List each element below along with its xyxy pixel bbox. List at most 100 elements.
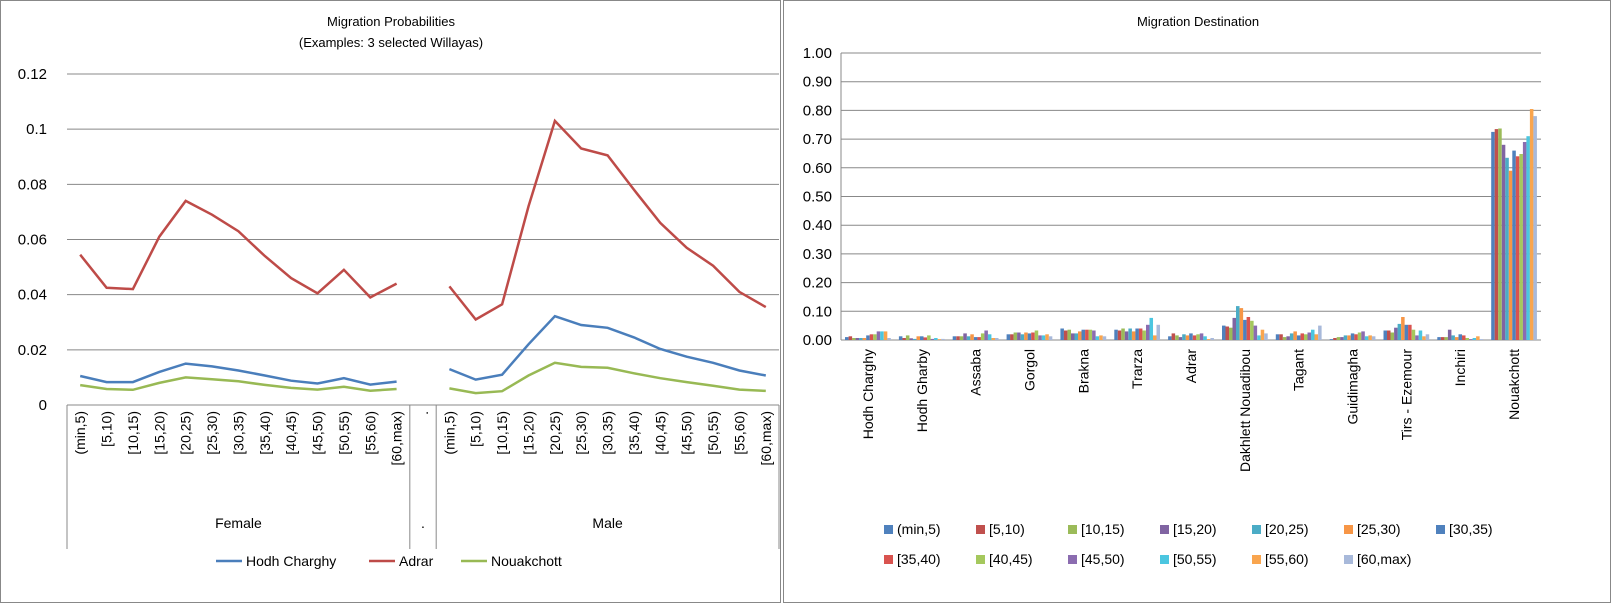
legend-label: [50,55): [1173, 551, 1217, 567]
bar: [1124, 331, 1129, 340]
bar: [852, 338, 856, 340]
bar: [887, 338, 891, 340]
series-line-adrar-male: [448, 118, 767, 322]
bar: [1102, 336, 1107, 340]
bar: [1390, 332, 1395, 340]
y-tick-label: 0.30: [803, 246, 832, 263]
x-tick-label: Dakhlett Nouadibou: [1237, 349, 1253, 472]
bar: [898, 336, 903, 340]
bar: [1296, 335, 1301, 340]
bar: [1239, 308, 1244, 340]
y-tick-label: 0.60: [803, 160, 832, 177]
bar: [1361, 331, 1365, 340]
y-tick-label: 0.10: [803, 303, 832, 320]
legend-label: [10,15): [1081, 521, 1125, 537]
x-tick-label: [35,40): [626, 411, 642, 455]
bar: [1041, 335, 1046, 340]
bar: [1246, 317, 1251, 340]
bar: [848, 336, 853, 340]
x-tick-label: [45,50): [310, 411, 326, 455]
legend-swatch: [1068, 525, 1077, 534]
bar: [1085, 329, 1089, 340]
bar: [1522, 142, 1527, 340]
bar: [1142, 330, 1146, 340]
bar: [1203, 336, 1207, 340]
bar: [1501, 144, 1506, 340]
x-tick-label: Inchiri: [1452, 349, 1468, 386]
x-tick-label: [40,45): [283, 411, 299, 455]
group-label: Female: [215, 515, 262, 531]
y-tick-label: 0.70: [803, 131, 832, 148]
bar: [1282, 337, 1287, 340]
series-line-hodh-charghy-female: [79, 362, 397, 386]
x-tick-label: [10,15): [494, 411, 510, 455]
bar: [1117, 330, 1122, 340]
line-chart-svg: Migration Probabilities (Examples: 3 sele…: [18, 14, 780, 569]
x-tick-label: [50,55): [705, 411, 721, 455]
bar: [1189, 333, 1193, 340]
legend-label: [30,35): [1449, 521, 1493, 537]
legend-label: [20,25): [1265, 521, 1309, 537]
bar: [1275, 334, 1280, 340]
bar: [984, 330, 988, 340]
legend-swatch: [1068, 555, 1077, 564]
bar: [1138, 328, 1143, 340]
legend-swatch: [884, 525, 893, 534]
bar: [1354, 334, 1358, 340]
bar: [1418, 330, 1423, 340]
bar: [1250, 320, 1254, 340]
bar: [1182, 334, 1186, 340]
bar: [1479, 339, 1484, 340]
bar: [1257, 335, 1261, 340]
bar: [1387, 330, 1391, 340]
bar: [1175, 335, 1179, 340]
bar: [1178, 337, 1183, 340]
bar: [1128, 328, 1132, 340]
bar: [1013, 332, 1018, 340]
bar: [1454, 337, 1459, 340]
y-tick-label: 0.40: [803, 217, 832, 234]
x-tick-label: [60,max): [389, 411, 405, 465]
bar: [1260, 329, 1265, 340]
bar: [1491, 131, 1495, 340]
bar: [1447, 329, 1452, 340]
bar: [1425, 334, 1430, 340]
bar: [1336, 337, 1341, 340]
bar: [916, 336, 921, 340]
bar: [991, 338, 996, 340]
bar: [937, 339, 942, 340]
y-tick-label: 0.02: [18, 342, 47, 359]
bar: [1519, 154, 1523, 340]
x-tick-label: Trarza: [1129, 349, 1145, 389]
x-tick-label: [25,30): [204, 411, 220, 455]
x-tick-label: [55,60): [731, 411, 747, 455]
bar: [1529, 109, 1534, 340]
bar: [1210, 338, 1214, 340]
bar: [1027, 333, 1032, 340]
legend-swatch: [1252, 555, 1261, 564]
bar: [1422, 336, 1426, 340]
bar: [963, 333, 967, 340]
bar: [1515, 156, 1520, 340]
bar: [973, 337, 978, 340]
bar: [1171, 333, 1176, 340]
bar: [927, 335, 931, 340]
bar: [923, 337, 928, 340]
bar: [1343, 335, 1348, 340]
x-tick-label: Brakna: [1075, 349, 1091, 394]
x-tick-label: Nouakchott: [1506, 349, 1522, 420]
bar: [1494, 129, 1499, 340]
bar: [1404, 324, 1409, 340]
bar: [1078, 331, 1082, 340]
legend-label: [45,50): [1081, 551, 1125, 567]
bar: [1222, 325, 1226, 340]
group-label: .: [421, 515, 425, 531]
bar: [1469, 339, 1473, 340]
bar: [1067, 329, 1072, 340]
bar: [1253, 325, 1258, 340]
bar: [1168, 336, 1172, 340]
bar: [1318, 325, 1322, 340]
bar: [1440, 337, 1445, 340]
bar: [1048, 336, 1053, 340]
bar: [869, 334, 874, 340]
